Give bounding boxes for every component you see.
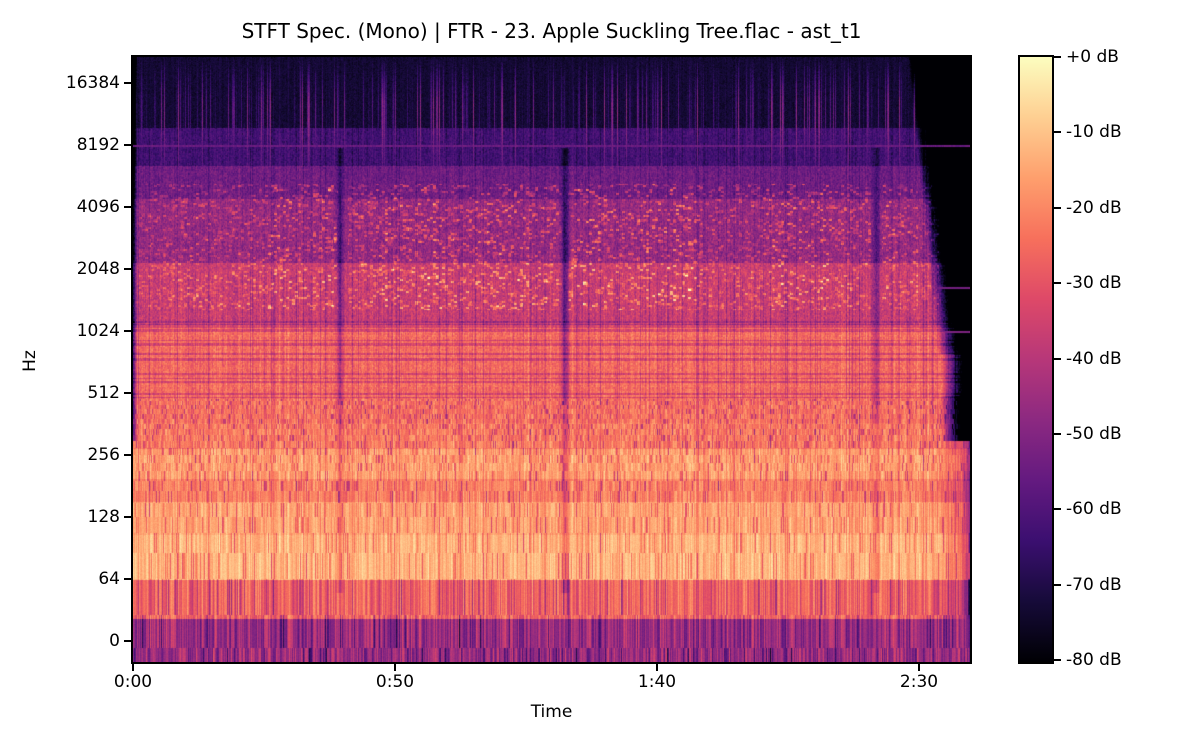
y-tick-mark bbox=[124, 144, 131, 146]
colorbar-tick-mark bbox=[1054, 131, 1061, 134]
colorbar-tick-label: -60 dB bbox=[1066, 499, 1122, 520]
y-tick-label: 0 bbox=[109, 631, 120, 651]
y-tick-label: 128 bbox=[87, 507, 120, 527]
chart-title: STFT Spec. (Mono) | FTR - 23. Apple Suck… bbox=[241, 19, 862, 43]
y-tick-label: 16384 bbox=[65, 73, 120, 93]
x-tick-mark bbox=[656, 664, 658, 671]
spectrogram-plot-area bbox=[131, 55, 972, 664]
y-tick-label: 8192 bbox=[76, 135, 120, 155]
x-tick-mark bbox=[918, 664, 920, 671]
colorbar-tick-mark bbox=[1054, 432, 1061, 435]
y-tick-label: 256 bbox=[87, 445, 120, 465]
x-tick-mark bbox=[394, 664, 396, 671]
colorbar-tick-label: -20 dB bbox=[1066, 197, 1122, 218]
x-tick-label: 2:30 bbox=[899, 672, 939, 692]
colorbar-tick-label: -40 dB bbox=[1066, 348, 1122, 369]
colorbar-tick-label: -30 dB bbox=[1066, 273, 1122, 294]
colorbar-tick-mark bbox=[1054, 583, 1061, 586]
y-tick-mark bbox=[124, 330, 131, 332]
colorbar-tick-mark bbox=[1054, 56, 1061, 58]
y-tick-label: 2048 bbox=[76, 259, 120, 279]
y-tick-mark bbox=[124, 206, 131, 208]
colorbar-tick-label: -10 dB bbox=[1066, 122, 1122, 143]
x-axis-label: Time bbox=[530, 702, 573, 722]
colorbar-tick-label: -70 dB bbox=[1066, 574, 1122, 595]
y-axis-label: Hz bbox=[20, 350, 40, 372]
spectrogram-image bbox=[133, 57, 970, 662]
y-tick-mark bbox=[124, 516, 131, 518]
colorbar-tick-mark bbox=[1054, 357, 1061, 360]
x-tick-label: 1:40 bbox=[637, 672, 677, 692]
colorbar-tick-label: +0 dB bbox=[1066, 47, 1119, 67]
colorbar-gradient bbox=[1020, 57, 1052, 662]
y-tick-label: 512 bbox=[87, 383, 120, 403]
colorbar-tick-label: -80 dB bbox=[1066, 650, 1122, 670]
y-tick-mark bbox=[124, 392, 131, 394]
y-tick-label: 4096 bbox=[76, 197, 120, 217]
colorbar-tick-mark bbox=[1054, 508, 1061, 511]
colorbar bbox=[1018, 55, 1054, 664]
colorbar-tick-mark bbox=[1054, 206, 1061, 209]
y-tick-mark bbox=[124, 454, 131, 456]
y-tick-label: 64 bbox=[98, 569, 120, 589]
y-tick-mark bbox=[124, 82, 131, 84]
y-tick-label: 1024 bbox=[76, 321, 120, 341]
y-tick-mark bbox=[124, 268, 131, 270]
y-tick-mark bbox=[124, 578, 131, 580]
x-tick-label: 0:00 bbox=[113, 672, 153, 692]
y-tick-mark bbox=[124, 640, 131, 642]
colorbar-tick-mark bbox=[1054, 659, 1061, 661]
x-tick-mark bbox=[132, 664, 134, 671]
colorbar-tick-mark bbox=[1054, 282, 1061, 285]
x-tick-label: 0:50 bbox=[375, 672, 415, 692]
colorbar-tick-label: -50 dB bbox=[1066, 423, 1122, 444]
